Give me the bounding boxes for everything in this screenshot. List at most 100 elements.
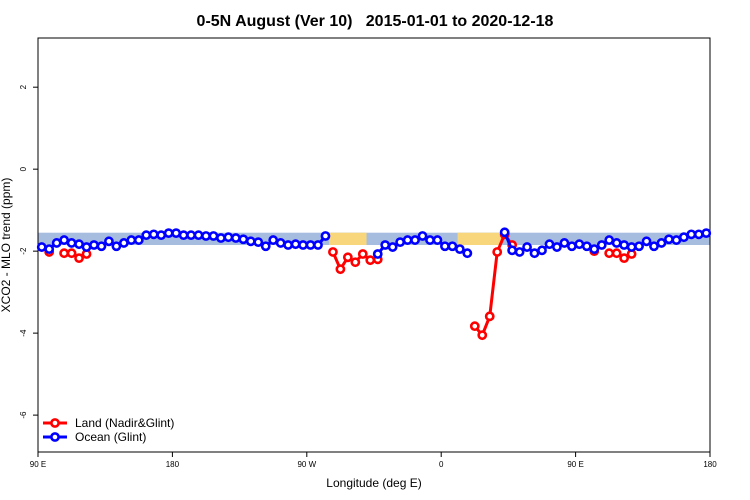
data-point bbox=[447, 241, 458, 252]
data-point bbox=[440, 241, 450, 252]
data-point bbox=[514, 247, 525, 257]
data-point bbox=[581, 241, 592, 252]
data-point bbox=[693, 229, 704, 240]
data-point bbox=[66, 248, 77, 259]
data-point bbox=[529, 248, 540, 259]
data-point bbox=[641, 236, 652, 247]
data-point bbox=[492, 247, 503, 257]
data-point bbox=[104, 236, 114, 247]
data-point bbox=[537, 245, 547, 256]
data-point bbox=[178, 230, 189, 241]
data-point bbox=[626, 242, 637, 252]
data-point bbox=[350, 257, 361, 268]
data-point bbox=[604, 248, 615, 259]
data-point bbox=[290, 239, 301, 250]
data-point bbox=[320, 231, 331, 241]
data-point bbox=[678, 232, 689, 243]
data-point bbox=[171, 228, 182, 239]
x-tick-label: 180 bbox=[166, 460, 180, 469]
data-point bbox=[89, 240, 99, 250]
data-point bbox=[216, 233, 226, 243]
data-point bbox=[619, 253, 630, 264]
data-point bbox=[596, 240, 607, 250]
x-tick-label: 90 W bbox=[297, 460, 316, 469]
data-point bbox=[44, 244, 55, 254]
data-point bbox=[245, 236, 256, 247]
data-point bbox=[298, 240, 308, 250]
data-point bbox=[111, 241, 122, 252]
data-point bbox=[74, 239, 84, 250]
data-point bbox=[201, 231, 211, 241]
data-point bbox=[148, 229, 159, 240]
data-point bbox=[283, 240, 294, 250]
data-point bbox=[566, 241, 577, 252]
data-point bbox=[544, 239, 555, 250]
data-point bbox=[186, 230, 196, 241]
data-point bbox=[649, 241, 659, 252]
data-point bbox=[118, 238, 129, 248]
data-point bbox=[357, 249, 368, 259]
data-point bbox=[253, 237, 264, 248]
data-point bbox=[380, 240, 391, 250]
data-point bbox=[275, 238, 286, 248]
data-point bbox=[208, 231, 219, 241]
data-point bbox=[59, 235, 70, 245]
data-point bbox=[417, 231, 428, 241]
data-point bbox=[701, 228, 712, 239]
data-point bbox=[656, 238, 667, 248]
data-point bbox=[268, 235, 279, 245]
data-point bbox=[634, 241, 644, 252]
data-point bbox=[36, 242, 47, 252]
data-point bbox=[230, 233, 241, 243]
x-tick-label: 90 E bbox=[567, 460, 583, 469]
data-point bbox=[141, 230, 152, 241]
legend-label: Ocean (Glint) bbox=[75, 430, 146, 444]
data-point bbox=[522, 242, 532, 252]
legend-label: Land (Nadir&Glint) bbox=[75, 416, 174, 430]
data-point bbox=[507, 245, 518, 256]
chart-title: 0-5N August (Ver 10) 2015-01-01 to 2020-… bbox=[197, 13, 554, 30]
data-point bbox=[425, 235, 435, 245]
data-point bbox=[462, 248, 473, 259]
x-tick-label: 90 E bbox=[30, 460, 46, 469]
data-point bbox=[402, 235, 413, 245]
data-point bbox=[81, 242, 92, 252]
data-point bbox=[619, 240, 630, 250]
data-point bbox=[328, 247, 338, 257]
land-region bbox=[329, 232, 367, 245]
data-point bbox=[59, 248, 70, 259]
y-tick-label: 2 bbox=[19, 84, 28, 89]
data-point bbox=[387, 242, 398, 252]
legend-marker bbox=[50, 432, 60, 442]
data-point bbox=[126, 235, 137, 245]
data-point bbox=[664, 234, 674, 245]
data-point bbox=[260, 241, 271, 252]
data-point bbox=[395, 237, 406, 248]
data-point bbox=[365, 255, 376, 266]
y-tick-label: -4 bbox=[19, 329, 28, 337]
data-point bbox=[432, 235, 443, 245]
data-point bbox=[335, 264, 346, 275]
data-point bbox=[96, 241, 107, 252]
x-axis-label: Longitude (deg E) bbox=[326, 476, 421, 490]
data-point bbox=[477, 330, 488, 341]
x-tick-label: 0 bbox=[439, 460, 444, 469]
y-axis-label: XCO2 - MLO trend (ppm) bbox=[0, 178, 13, 313]
data-point bbox=[372, 249, 383, 259]
data-point bbox=[574, 239, 585, 250]
data-point bbox=[559, 238, 570, 248]
data-point bbox=[133, 235, 144, 245]
y-tick-label: -6 bbox=[19, 411, 28, 419]
x-tick-label: 180 bbox=[703, 460, 717, 469]
data-point bbox=[305, 240, 316, 250]
data-point bbox=[238, 234, 249, 245]
data-point bbox=[611, 248, 622, 259]
data-point bbox=[51, 238, 62, 248]
data-point bbox=[484, 311, 495, 322]
data-point bbox=[469, 321, 480, 332]
data-point bbox=[66, 238, 77, 248]
data-point bbox=[223, 232, 234, 243]
data-point bbox=[313, 240, 323, 250]
data-point bbox=[671, 235, 682, 245]
